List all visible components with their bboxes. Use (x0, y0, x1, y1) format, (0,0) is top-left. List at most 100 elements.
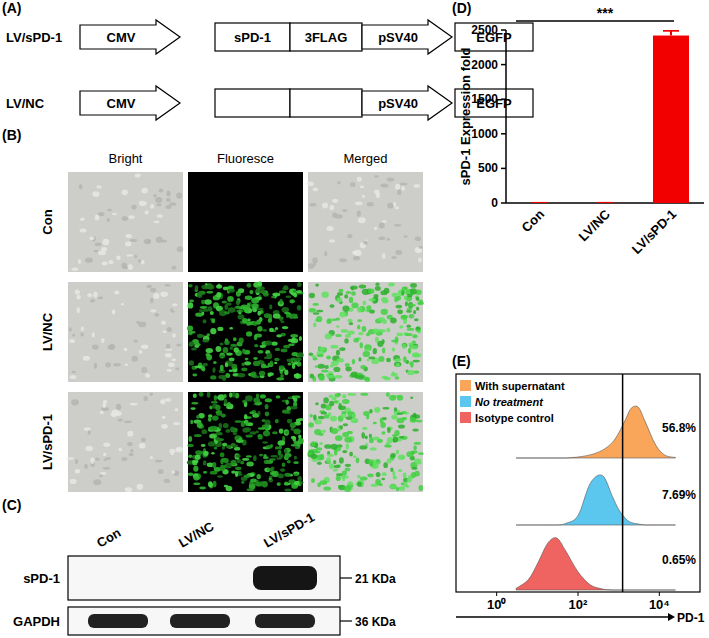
plot-area (516, 406, 675, 590)
cell (75, 289, 80, 294)
cell (84, 464, 88, 469)
cell (117, 418, 123, 421)
cell (418, 300, 423, 305)
cell (401, 186, 405, 191)
cell (282, 326, 288, 329)
cell (360, 393, 368, 396)
cell (365, 435, 368, 439)
cell (246, 455, 252, 457)
cell (389, 485, 397, 488)
cell (274, 358, 280, 361)
cell (395, 376, 400, 379)
cell (321, 403, 326, 408)
cell (280, 468, 285, 472)
cell (285, 400, 289, 405)
micrograph (188, 172, 303, 272)
cell (121, 303, 124, 305)
cell (323, 397, 329, 403)
cell (111, 412, 118, 417)
cell (376, 192, 380, 198)
cell (274, 362, 277, 364)
cell (362, 195, 365, 198)
cell (353, 338, 359, 343)
cell (203, 451, 208, 456)
cell (332, 319, 337, 322)
histogram (516, 538, 675, 590)
cell (171, 310, 175, 313)
cell (165, 398, 172, 402)
cell (141, 437, 146, 442)
cell (150, 204, 154, 209)
cell (259, 371, 265, 376)
cell (314, 429, 321, 435)
cell (324, 414, 329, 418)
cell (328, 375, 334, 379)
cell (380, 417, 384, 423)
cell (93, 292, 97, 298)
cell (375, 283, 379, 286)
cell (272, 431, 278, 434)
y-tick (501, 168, 506, 170)
cell (411, 345, 418, 349)
cell (107, 218, 110, 222)
cell (223, 423, 229, 428)
cell (342, 450, 347, 453)
label: LV/NC (6, 96, 45, 111)
cell (98, 297, 103, 300)
cell (410, 283, 417, 288)
cell (85, 446, 93, 451)
cell (382, 407, 389, 409)
cell (172, 266, 177, 270)
cell (398, 469, 402, 472)
cell (271, 296, 275, 299)
cell (351, 291, 356, 296)
cell (322, 292, 329, 298)
cell (236, 291, 241, 297)
micrograph-bg (188, 282, 303, 382)
significance-line (516, 20, 674, 22)
cell (308, 422, 314, 427)
cell (242, 318, 248, 323)
cell (265, 412, 270, 417)
cell (395, 184, 400, 190)
cell (194, 434, 202, 437)
cell (279, 299, 282, 304)
cell (150, 456, 153, 459)
cell (249, 290, 253, 294)
cell (224, 304, 228, 310)
cell (402, 287, 408, 291)
cell (313, 451, 320, 454)
cell (279, 290, 287, 293)
cell (311, 441, 316, 446)
cell (245, 427, 251, 432)
cell (156, 203, 161, 206)
cell (397, 309, 403, 314)
cell (363, 351, 370, 357)
cell (253, 413, 258, 417)
cell (246, 435, 253, 438)
cell (381, 478, 385, 481)
cell (175, 408, 179, 411)
cell (397, 296, 401, 301)
cell (233, 337, 237, 341)
cell (135, 173, 141, 177)
cell (398, 455, 405, 460)
cell (188, 473, 194, 476)
label: sPD-1 (234, 30, 271, 45)
legend-swatch (460, 380, 471, 391)
cell (342, 209, 347, 212)
cell (388, 282, 395, 286)
cell (249, 411, 254, 414)
cell (294, 373, 302, 378)
cell (313, 312, 320, 315)
cell (335, 334, 341, 337)
label: 0 (491, 196, 498, 210)
cell (298, 434, 301, 438)
cell (336, 325, 339, 328)
cell (367, 202, 374, 206)
cell (109, 344, 115, 350)
cell (92, 191, 99, 197)
cell (253, 357, 257, 360)
cell (247, 319, 251, 322)
cell (321, 411, 327, 414)
